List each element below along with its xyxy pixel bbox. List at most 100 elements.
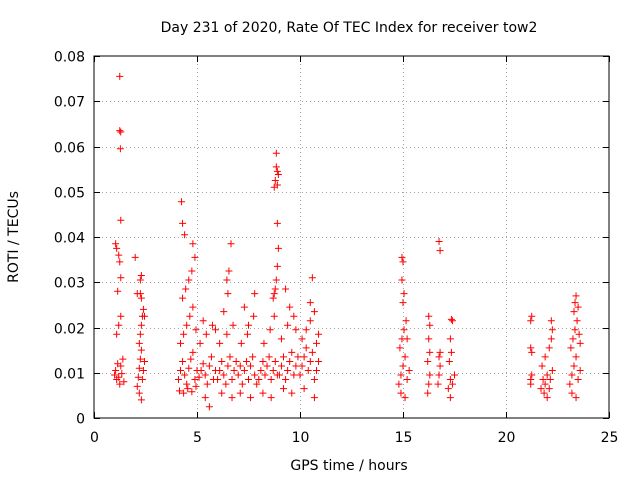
data-point xyxy=(120,378,128,386)
data-point xyxy=(435,353,443,361)
data-point xyxy=(179,294,187,302)
data-point xyxy=(230,366,238,374)
data-point xyxy=(400,290,408,298)
data-point xyxy=(137,346,145,354)
data-point xyxy=(400,326,408,334)
data-point xyxy=(270,290,278,298)
data-point xyxy=(306,299,314,307)
data-point xyxy=(183,321,191,329)
data-point xyxy=(527,344,535,352)
data-point xyxy=(272,276,280,284)
data-point xyxy=(117,128,125,136)
data-point xyxy=(227,240,235,248)
data-point xyxy=(444,385,452,393)
data-point xyxy=(448,317,456,325)
data-point xyxy=(112,240,120,248)
data-point xyxy=(263,362,271,370)
data-point xyxy=(249,353,257,361)
y-tick-label: 0.01 xyxy=(54,367,85,383)
data-point xyxy=(136,355,144,363)
data-point xyxy=(426,321,434,329)
data-point xyxy=(572,394,580,402)
data-point xyxy=(138,376,146,384)
data-point xyxy=(189,303,197,311)
data-point xyxy=(247,394,255,402)
data-point xyxy=(115,251,123,259)
data-point xyxy=(250,312,258,320)
data-point xyxy=(294,353,302,361)
y-tick-label: 0.07 xyxy=(54,95,85,111)
y-tick-label: 0.06 xyxy=(54,141,85,157)
data-point xyxy=(538,362,546,370)
data-point xyxy=(273,262,281,270)
data-point xyxy=(238,380,246,388)
data-point xyxy=(290,371,298,379)
y-axis-label: ROTI / TECUs xyxy=(6,191,22,283)
data-point xyxy=(269,366,277,374)
data-point xyxy=(229,321,237,329)
data-point xyxy=(259,389,267,397)
data-point xyxy=(237,339,245,347)
data-point xyxy=(543,371,551,379)
data-point xyxy=(135,339,143,347)
x-tick-label: 15 xyxy=(395,430,413,446)
chart-title: Day 231 of 2020, Rate Of TEC Index for r… xyxy=(161,20,538,36)
data-point xyxy=(569,335,577,343)
data-point xyxy=(203,380,211,388)
data-point xyxy=(113,244,121,252)
data-point xyxy=(402,317,410,325)
data-point xyxy=(185,276,193,284)
data-point xyxy=(447,315,455,323)
data-point xyxy=(308,348,316,356)
data-point xyxy=(436,348,444,356)
data-point xyxy=(223,276,231,284)
data-point xyxy=(570,308,578,316)
data-point xyxy=(178,198,186,206)
data-point xyxy=(240,366,248,374)
data-point xyxy=(116,127,124,135)
data-point xyxy=(296,371,304,379)
data-point xyxy=(222,380,230,388)
data-point xyxy=(310,394,318,402)
data-point xyxy=(115,373,123,381)
data-point xyxy=(300,353,308,361)
data-point xyxy=(539,376,547,384)
data-point xyxy=(425,312,433,320)
data-point xyxy=(236,362,244,370)
data-point xyxy=(312,366,320,374)
data-point xyxy=(177,339,185,347)
data-point xyxy=(220,371,228,379)
data-point xyxy=(399,299,407,307)
data-point xyxy=(137,271,145,279)
data-point xyxy=(261,371,269,379)
data-point xyxy=(545,385,553,393)
data-point xyxy=(114,287,122,295)
data-point xyxy=(548,366,556,374)
data-point xyxy=(117,312,125,320)
data-point xyxy=(220,308,228,316)
data-point xyxy=(183,380,191,388)
data-point xyxy=(267,376,275,384)
data-point xyxy=(576,366,584,374)
data-point xyxy=(288,348,296,356)
data-point xyxy=(247,362,255,370)
data-point xyxy=(403,376,411,384)
data-point xyxy=(436,362,444,370)
data-point xyxy=(134,373,142,381)
data-point xyxy=(208,321,216,329)
data-point xyxy=(189,240,197,248)
data-point xyxy=(286,357,294,365)
data-point xyxy=(112,366,120,374)
data-point xyxy=(312,339,320,347)
x-tick-label: 20 xyxy=(498,430,516,446)
data-point xyxy=(546,376,554,384)
data-point xyxy=(277,335,285,343)
data-point xyxy=(131,253,139,261)
data-point xyxy=(271,176,279,184)
data-point xyxy=(116,145,124,153)
data-point xyxy=(571,326,579,334)
data-point xyxy=(271,285,279,293)
data-point xyxy=(298,362,306,370)
data-point xyxy=(273,219,281,227)
data-point xyxy=(399,362,407,370)
